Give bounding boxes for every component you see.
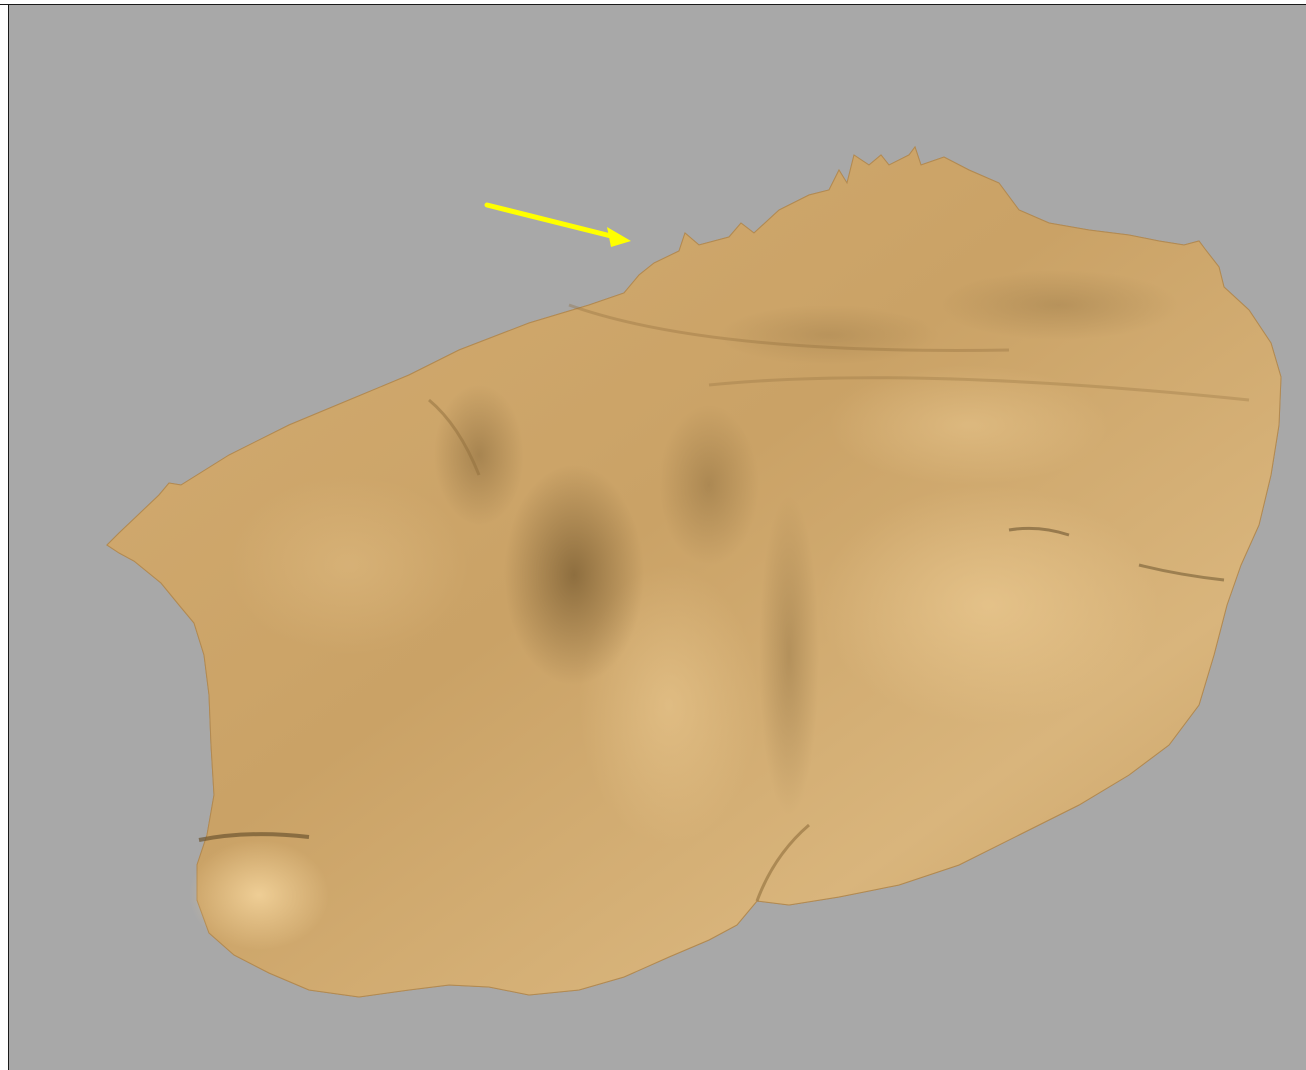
rock-highlight [819, 485, 1159, 725]
rock-crease [568, 303, 1010, 352]
rock-crease [1008, 526, 1070, 537]
3d-viewport[interactable] [8, 4, 1306, 1070]
rock-shadow [504, 465, 644, 685]
rock-shadow [939, 270, 1179, 340]
rock-highlight [229, 475, 469, 655]
3d-scene [106, 145, 1282, 998]
frame-corner-line [0, 4, 9, 5]
annotation-arrow-icon [484, 202, 631, 247]
rock-mesh[interactable] [106, 145, 1282, 998]
rock-crease [1138, 563, 1225, 582]
rock-shadow [659, 405, 759, 565]
rock-highlight [189, 840, 329, 950]
rock-crease [755, 823, 810, 902]
rock-shadow [759, 495, 819, 815]
rock-crease [198, 832, 310, 842]
rock-crease [708, 376, 1250, 402]
rock-shadow [434, 385, 524, 525]
rock-highlight [829, 365, 1109, 485]
rock-crease [428, 398, 481, 476]
rock-shadow [719, 305, 939, 365]
